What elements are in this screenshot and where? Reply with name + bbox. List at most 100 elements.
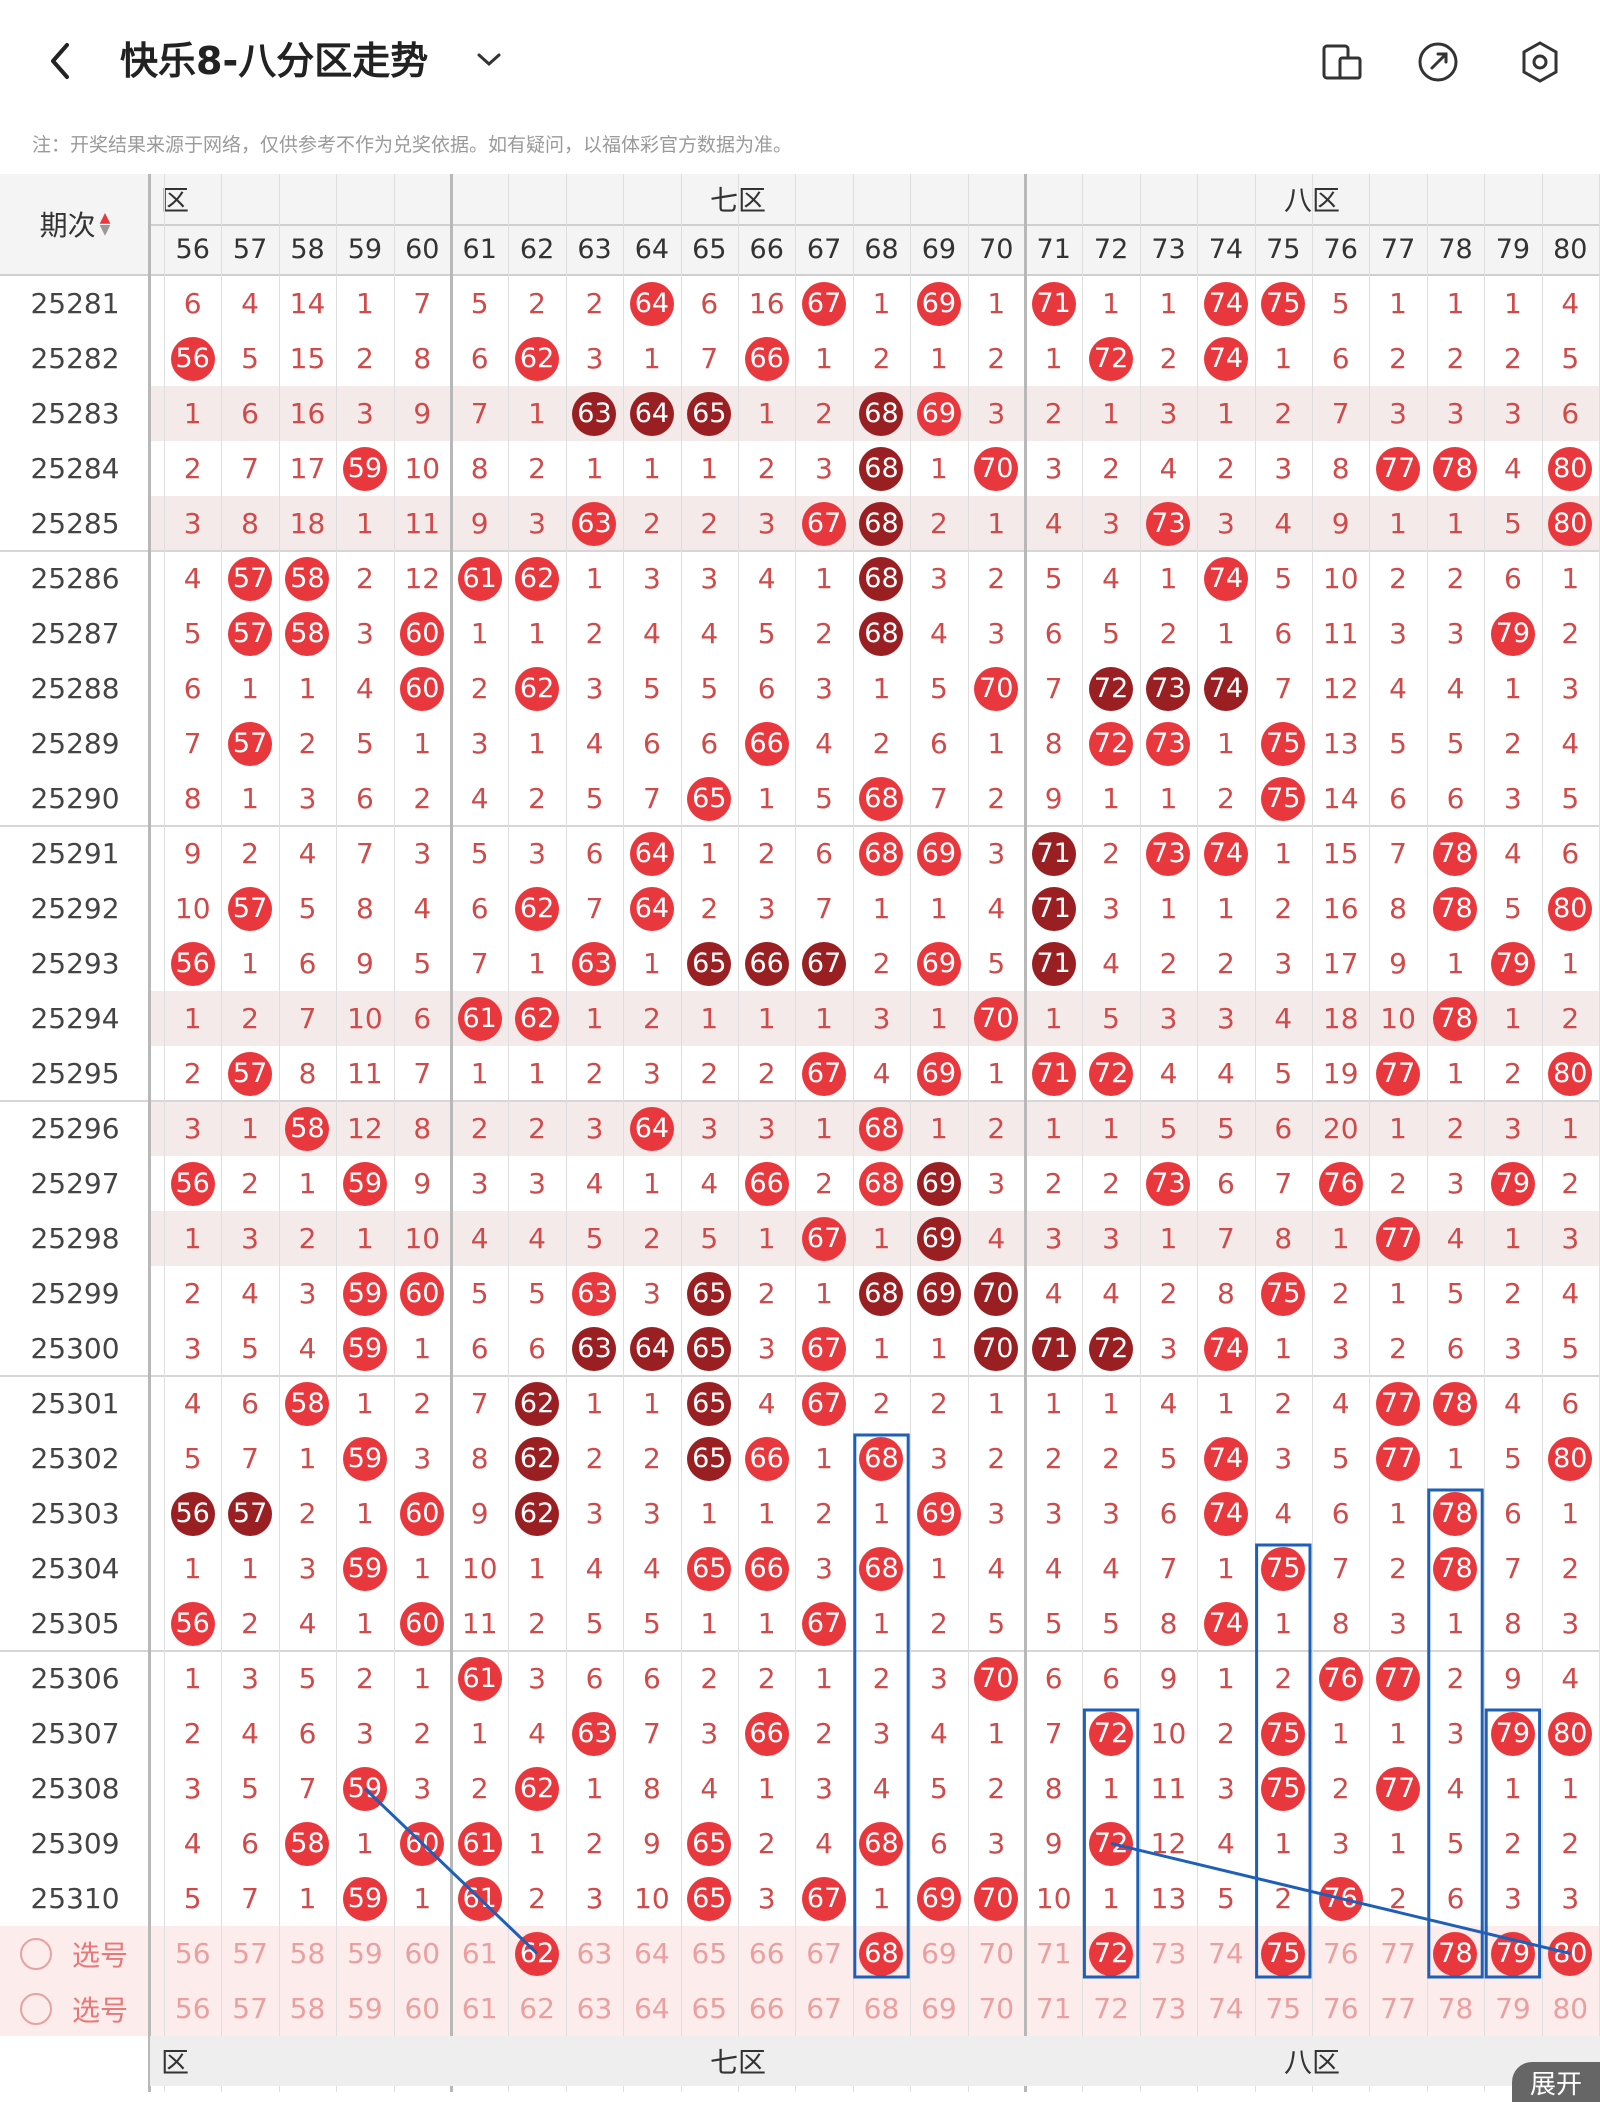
select-number[interactable]: 58: [289, 1992, 326, 2025]
sort-icon[interactable]: ▲ ▼: [99, 210, 111, 238]
select-number[interactable]: 65: [691, 1992, 728, 2025]
select-number[interactable]: 62: [519, 1992, 555, 2025]
select-number[interactable]: 57: [232, 1937, 268, 1970]
select-cell[interactable]: 60: [394, 1981, 451, 2036]
select-number[interactable]: 67: [806, 1992, 842, 2025]
share-icon[interactable]: [1416, 40, 1460, 84]
expand-button[interactable]: 展开: [1512, 2062, 1600, 2102]
annotation-box: [1484, 1708, 1542, 1979]
select-label[interactable]: 选号: [71, 1938, 128, 1972]
select-number[interactable]: 74: [1208, 1937, 1244, 1970]
select-number[interactable]: 64: [634, 1992, 670, 2025]
select-cell[interactable]: 66: [738, 1926, 795, 1981]
select-number[interactable]: 56: [174, 1937, 211, 1970]
miss-count: 2: [528, 1607, 546, 1640]
select-cell[interactable]: 75: [1255, 1926, 1312, 1981]
select-label[interactable]: 选号: [71, 1993, 128, 2027]
select-number[interactable]: 60: [404, 1937, 441, 1970]
select-cell[interactable]: 58: [279, 1926, 336, 1981]
select-number[interactable]: 59: [347, 1937, 383, 1970]
select-cell[interactable]: 57: [221, 1926, 278, 1981]
select-radio[interactable]: [20, 1993, 52, 2025]
back-arrow-icon[interactable]: [40, 36, 80, 86]
select-cell[interactable]: 59: [336, 1926, 393, 1981]
select-number[interactable]: 57: [232, 1992, 268, 2025]
settings-icon[interactable]: [1518, 40, 1562, 84]
period-header[interactable]: 期次 ▲ ▼: [0, 174, 150, 274]
grid-cell: 5: [1542, 331, 1599, 386]
select-number[interactable]: 73: [1150, 1937, 1187, 1970]
miss-count: 1: [1102, 1772, 1120, 1805]
select-cell[interactable]: 64: [623, 1926, 680, 1981]
miss-count: 8: [413, 342, 432, 375]
grid-cell: 1: [1025, 1101, 1082, 1156]
select-number[interactable]: 69: [921, 1937, 957, 1970]
column-header: 61: [462, 233, 497, 265]
select-cell[interactable]: 73: [1140, 1926, 1197, 1981]
select-cell[interactable]: 70: [968, 1926, 1025, 1981]
select-number[interactable]: 61: [461, 1937, 498, 1970]
device-icon[interactable]: [1320, 40, 1364, 84]
chevron-down-icon[interactable]: [474, 44, 504, 74]
select-cell[interactable]: 64: [623, 1981, 680, 2036]
select-number[interactable]: 77: [1380, 1937, 1416, 1970]
select-cell[interactable]: 68: [853, 1926, 910, 1981]
select-cell[interactable]: 57: [221, 1981, 278, 2036]
select-number[interactable]: 58: [289, 1937, 326, 1970]
select-cell[interactable]: 59: [336, 1981, 393, 2036]
annotation-line: [363, 1787, 539, 1955]
grid-cell: 7: [1025, 1706, 1082, 1761]
grid-cell: 69: [910, 1871, 967, 1926]
grid-cell: 64: [623, 276, 680, 331]
selected-number-ball[interactable]: 78: [1433, 1931, 1478, 1976]
select-cell[interactable]: 66: [738, 1981, 795, 2036]
select-cell[interactable]: 56: [164, 1926, 221, 1981]
select-cell[interactable]: 69: [910, 1926, 967, 1981]
select-number[interactable]: 59: [347, 1992, 383, 2025]
select-cell[interactable]: 78: [1427, 1926, 1484, 1981]
select-cell[interactable]: 61: [451, 1981, 508, 2036]
select-cell[interactable]: 67: [795, 1926, 852, 1981]
select-number[interactable]: 66: [748, 1992, 785, 2025]
select-cell[interactable]: 71: [1025, 1926, 1082, 1981]
select-number[interactable]: 56: [174, 1992, 211, 2025]
select-cell[interactable]: 67: [795, 1981, 852, 2036]
select-cell[interactable]: 77: [1369, 1926, 1426, 1981]
select-cell[interactable]: 61: [451, 1926, 508, 1981]
selected-number-ball[interactable]: 72: [1089, 1931, 1134, 1976]
miss-count: 3: [1216, 1002, 1235, 1035]
miss-count: 1: [1274, 342, 1293, 375]
miss-count: 2: [1159, 342, 1178, 375]
miss-count: 1: [815, 1662, 833, 1695]
select-number[interactable]: 67: [806, 1937, 842, 1970]
select-cell[interactable]: 76: [1312, 1926, 1369, 1981]
select-cell[interactable]: 68: [853, 1981, 910, 2036]
select-cell[interactable]: 58: [279, 1981, 336, 2036]
select-number[interactable]: 70: [978, 1937, 1015, 1970]
select-cell[interactable]: 74: [1197, 1926, 1254, 1981]
grid-cell: 65: [681, 1816, 738, 1871]
select-number[interactable]: 76: [1322, 1937, 1359, 1970]
select-number[interactable]: 71: [1035, 1937, 1072, 1970]
select-number[interactable]: 60: [404, 1992, 441, 2025]
grid-cell: 3: [623, 1486, 680, 1541]
select-cell[interactable]: 60: [394, 1926, 451, 1981]
select-number[interactable]: 61: [461, 1992, 498, 2025]
selected-number-ball[interactable]: 75: [1261, 1931, 1306, 1976]
select-cell[interactable]: 56: [164, 1981, 221, 2036]
select-cell[interactable]: 65: [681, 1926, 738, 1981]
select-number[interactable]: 63: [576, 1937, 613, 1970]
select-cell[interactable]: 63: [566, 1981, 623, 2036]
select-number[interactable]: 66: [748, 1937, 785, 1970]
select-cell[interactable]: 65: [681, 1981, 738, 2036]
grid-cell: 1: [1427, 1046, 1484, 1101]
select-cell[interactable]: 72: [1082, 1926, 1139, 1981]
grid-cell: 7: [1312, 386, 1369, 441]
selected-number-ball[interactable]: 68: [859, 1931, 904, 1976]
select-cell[interactable]: 63: [566, 1926, 623, 1981]
select-radio[interactable]: [20, 1938, 52, 1970]
select-number[interactable]: 63: [576, 1992, 613, 2025]
select-cell[interactable]: 62: [508, 1981, 565, 2036]
select-number[interactable]: 64: [634, 1937, 670, 1970]
select-number[interactable]: 65: [691, 1937, 728, 1970]
